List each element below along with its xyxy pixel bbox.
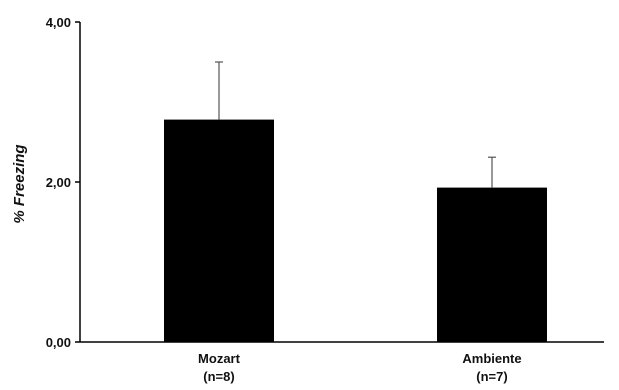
x-tick-label-ambiente: Ambiente [462,351,521,366]
bar-mozart [164,119,274,342]
x-tick-sublabel-ambiente: (n=7) [476,369,507,384]
y-tick-label: 4,00 [46,15,71,30]
bars [164,61,547,342]
x-tick-sublabel-mozart: (n=8) [203,369,234,384]
x-tick-label-mozart: Mozart [198,351,241,366]
y-tick-label: 0,00 [46,335,71,350]
y-axis-title: % Freezing [11,144,28,223]
bar-ambiente [437,187,547,342]
labels: 0,00 2,00 4,00 Mozart (n=8) Ambiente (n=7) [46,15,522,384]
y-tick-label: 2,00 [46,175,71,190]
